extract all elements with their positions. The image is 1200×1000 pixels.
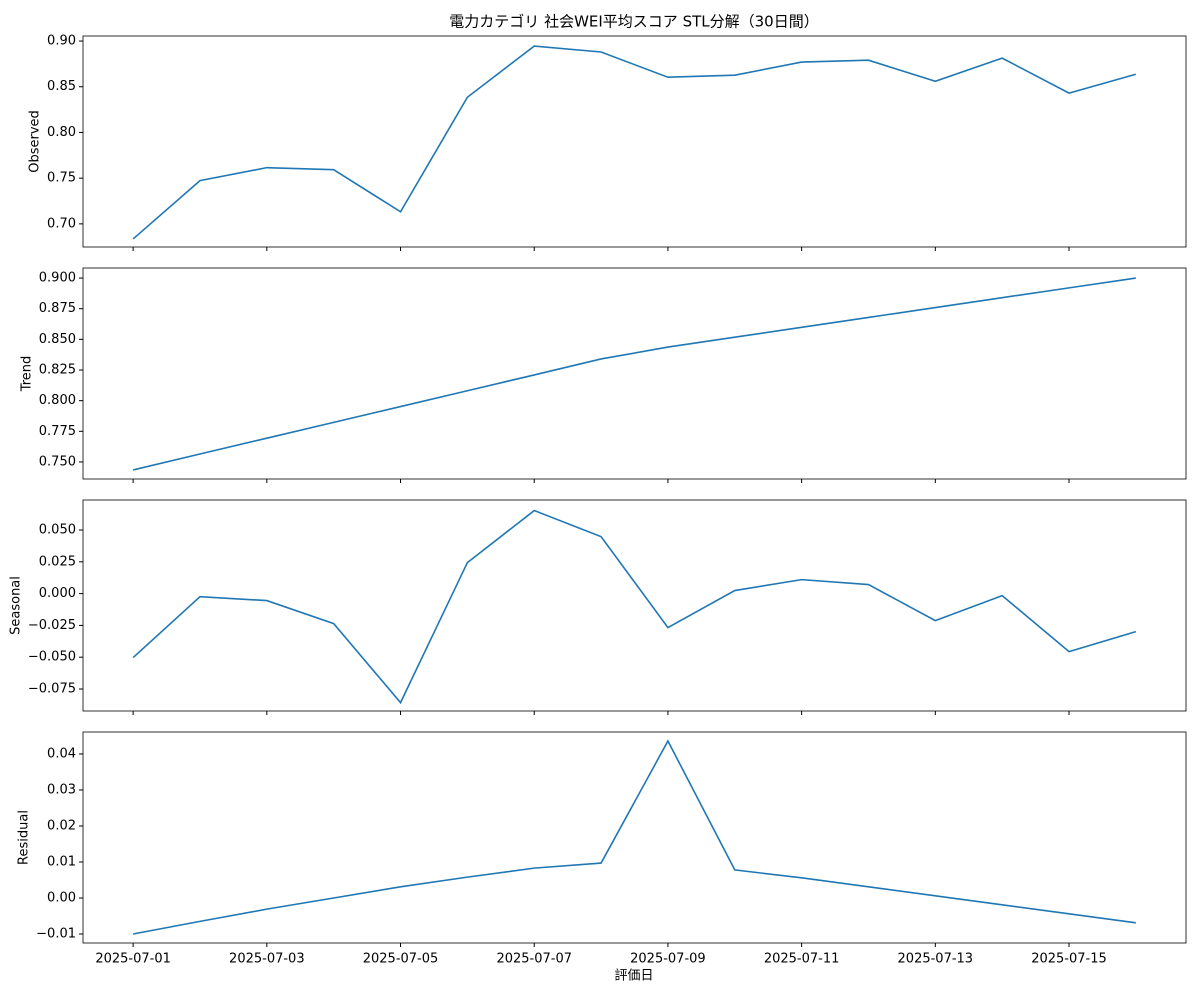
data-line — [132, 277, 1136, 471]
y-tick-label: 0.825 — [39, 363, 76, 378]
y-tick-label: −0.075 — [28, 681, 76, 696]
y-tick-label: 0.90 — [47, 34, 76, 49]
y-tick-label: 0.875 — [39, 301, 76, 316]
y-tick-label: 0.900 — [39, 271, 76, 286]
x-tick-label: 2025-07-05 — [363, 952, 439, 967]
plot-frame — [82, 267, 1187, 480]
y-tick-label: −0.01 — [36, 926, 76, 941]
y-tick-label: 0.050 — [39, 523, 76, 538]
y-axis-label: Seasonal — [8, 576, 23, 635]
y-tick-label: 0.02 — [47, 818, 76, 833]
data-line — [132, 509, 1137, 705]
y-axis-label: Trend — [19, 356, 34, 393]
y-tick-label: −0.025 — [28, 618, 76, 633]
y-tick-label: 0.85 — [47, 79, 76, 94]
y-tick-label: 0.01 — [47, 854, 76, 869]
y-tick-label: 0.70 — [47, 216, 76, 231]
data-line — [132, 739, 1136, 935]
x-axis-label: 評価日 — [614, 969, 653, 984]
x-tick-label: 2025-07-15 — [1031, 952, 1107, 967]
x-tick-label: 2025-07-03 — [229, 952, 305, 967]
y-tick-label: 0.00 — [47, 890, 76, 905]
x-tick-label: 2025-07-07 — [496, 952, 572, 967]
y-tick-label: 0.750 — [39, 454, 76, 469]
y-tick-label: 0.850 — [39, 332, 76, 347]
plot-frame — [82, 35, 1187, 248]
y-axis-label: Residual — [17, 810, 32, 865]
y-tick-label: 0.000 — [39, 586, 76, 601]
y-tick-label: 0.775 — [39, 424, 76, 439]
x-tick-label: 2025-07-01 — [95, 952, 171, 967]
plot-frame — [82, 731, 1187, 944]
y-tick-label: 0.80 — [47, 125, 76, 140]
y-tick-label: 0.03 — [47, 782, 76, 797]
figure-title: 電力カテゴリ 社会WEI平均スコア STL分解（30日間） — [449, 13, 818, 31]
plot-frame — [82, 499, 1187, 712]
y-tick-label: 0.800 — [39, 393, 76, 408]
x-tick-label: 2025-07-11 — [764, 952, 840, 967]
y-tick-label: −0.050 — [28, 650, 76, 665]
y-tick-label: 0.04 — [47, 746, 76, 761]
data-line — [132, 45, 1137, 240]
y-tick-label: 0.75 — [47, 171, 76, 186]
y-axis-label: Observed — [28, 110, 43, 173]
x-tick-label: 2025-07-09 — [630, 952, 706, 967]
y-tick-label: 0.025 — [39, 554, 76, 569]
x-tick-label: 2025-07-13 — [898, 952, 974, 967]
